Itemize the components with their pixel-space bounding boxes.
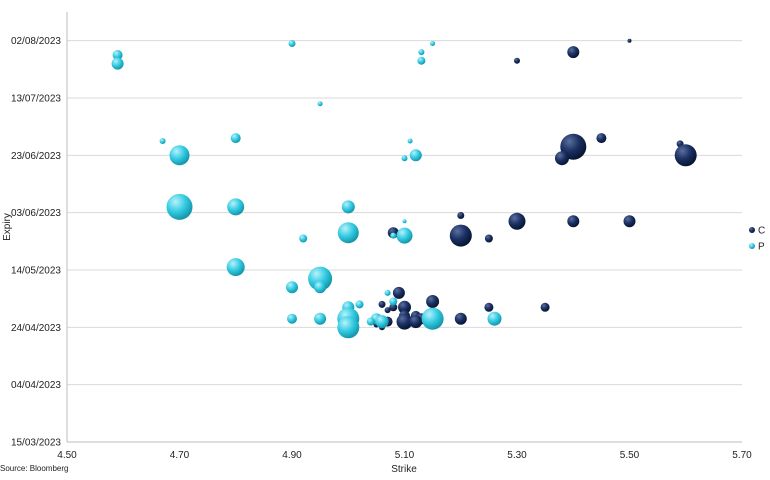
source-note: Source: Bloomberg <box>0 464 68 473</box>
bubble-p <box>409 149 422 162</box>
x-tick-label: 4.70 <box>170 450 190 461</box>
bubbles <box>111 38 697 339</box>
bubble-p <box>389 297 398 306</box>
bubble-p <box>487 311 502 326</box>
y-tick-label: 24/04/2023 <box>11 323 61 334</box>
x-tick-label: 5.50 <box>620 450 640 461</box>
bubble-c <box>454 312 467 325</box>
bubble-p <box>299 234 308 243</box>
bubble-p <box>230 133 241 144</box>
x-axis-title: Strike <box>391 464 417 475</box>
bubble-p <box>337 316 360 339</box>
y-tick-label: 15/03/2023 <box>11 438 61 449</box>
bubble-p <box>314 281 327 294</box>
bubble-c <box>674 144 697 167</box>
bubble-p <box>111 57 124 70</box>
axes <box>66 12 742 443</box>
x-tick-label: 5.30 <box>507 450 527 461</box>
x-tick-label: 4.50 <box>57 450 77 461</box>
y-tick-label: 04/04/2023 <box>11 380 61 391</box>
bubble-p <box>390 232 397 239</box>
bubble-p <box>430 41 436 46</box>
y-tick-label: 14/05/2023 <box>11 266 61 277</box>
bubble-c <box>508 212 526 230</box>
bubble-c <box>457 212 465 219</box>
bubble-c <box>555 151 569 166</box>
bubble-p <box>314 312 327 325</box>
bubble-p <box>159 138 166 144</box>
x-tick-labels: 4.50 4.70 4.90 5.10 5.30 5.50 5.70 <box>57 450 752 461</box>
bubble-p <box>355 300 364 309</box>
bubble-p <box>288 40 296 47</box>
bubble-c <box>449 224 472 247</box>
bubble-p <box>112 50 123 60</box>
bubble-p <box>166 193 193 220</box>
bubble-p <box>375 315 389 329</box>
bubble-p <box>317 101 323 107</box>
bubble-c <box>627 38 632 43</box>
bubble-p <box>341 200 355 214</box>
bubble-c <box>392 286 405 299</box>
bubble-p <box>308 266 333 291</box>
y-tick-label: 02/08/2023 <box>11 36 61 47</box>
x-tick-label: 4.90 <box>282 450 302 461</box>
bubble-p <box>287 313 297 324</box>
legend-label-p: P <box>758 242 765 253</box>
bubble-c <box>567 46 580 59</box>
bubble-c <box>567 215 580 228</box>
bubble-c <box>596 133 607 144</box>
legend-marker-p <box>749 243 755 249</box>
y-tick-labels: 15/03/2023 04/04/2023 24/04/2023 14/05/2023… <box>11 36 61 448</box>
bubble-p <box>384 289 391 296</box>
bubble-c <box>514 57 520 64</box>
bubble-p <box>407 138 413 144</box>
bubble-p <box>401 155 408 162</box>
bubble-p <box>366 317 375 326</box>
bubble-p <box>417 56 426 65</box>
bubble-c <box>426 295 440 308</box>
y-tick-label: 23/06/2023 <box>11 151 61 162</box>
bubble-c <box>396 313 413 330</box>
bubble-p <box>169 145 190 166</box>
bubble-c <box>623 215 636 228</box>
legend-marker-c <box>749 227 755 233</box>
bubble-c <box>398 300 411 314</box>
bubble-c <box>484 234 493 243</box>
y-tick-label: 03/06/2023 <box>11 208 61 219</box>
bubble-c <box>384 307 391 314</box>
bubble-c <box>484 302 494 312</box>
bubble-c <box>540 302 550 312</box>
x-tick-label: 5.10 <box>395 450 415 461</box>
bubble-c <box>378 300 386 308</box>
bubble-p <box>337 222 359 244</box>
bubble-p <box>396 227 413 244</box>
bubble-p <box>227 198 245 216</box>
y-axis-title: Expiry <box>2 213 13 241</box>
y-tick-label: 13/07/2023 <box>11 94 61 105</box>
legend: CP <box>749 226 765 253</box>
bubble-p <box>226 258 245 277</box>
bubble-c <box>389 303 398 312</box>
bubble-p <box>402 219 407 224</box>
bubble-p <box>418 49 425 56</box>
x-tick-label: 5.70 <box>732 450 752 461</box>
bubble-c <box>409 315 423 329</box>
bubble-p <box>421 307 444 330</box>
bubble-p <box>286 281 298 294</box>
legend-label-c: C <box>758 226 765 237</box>
